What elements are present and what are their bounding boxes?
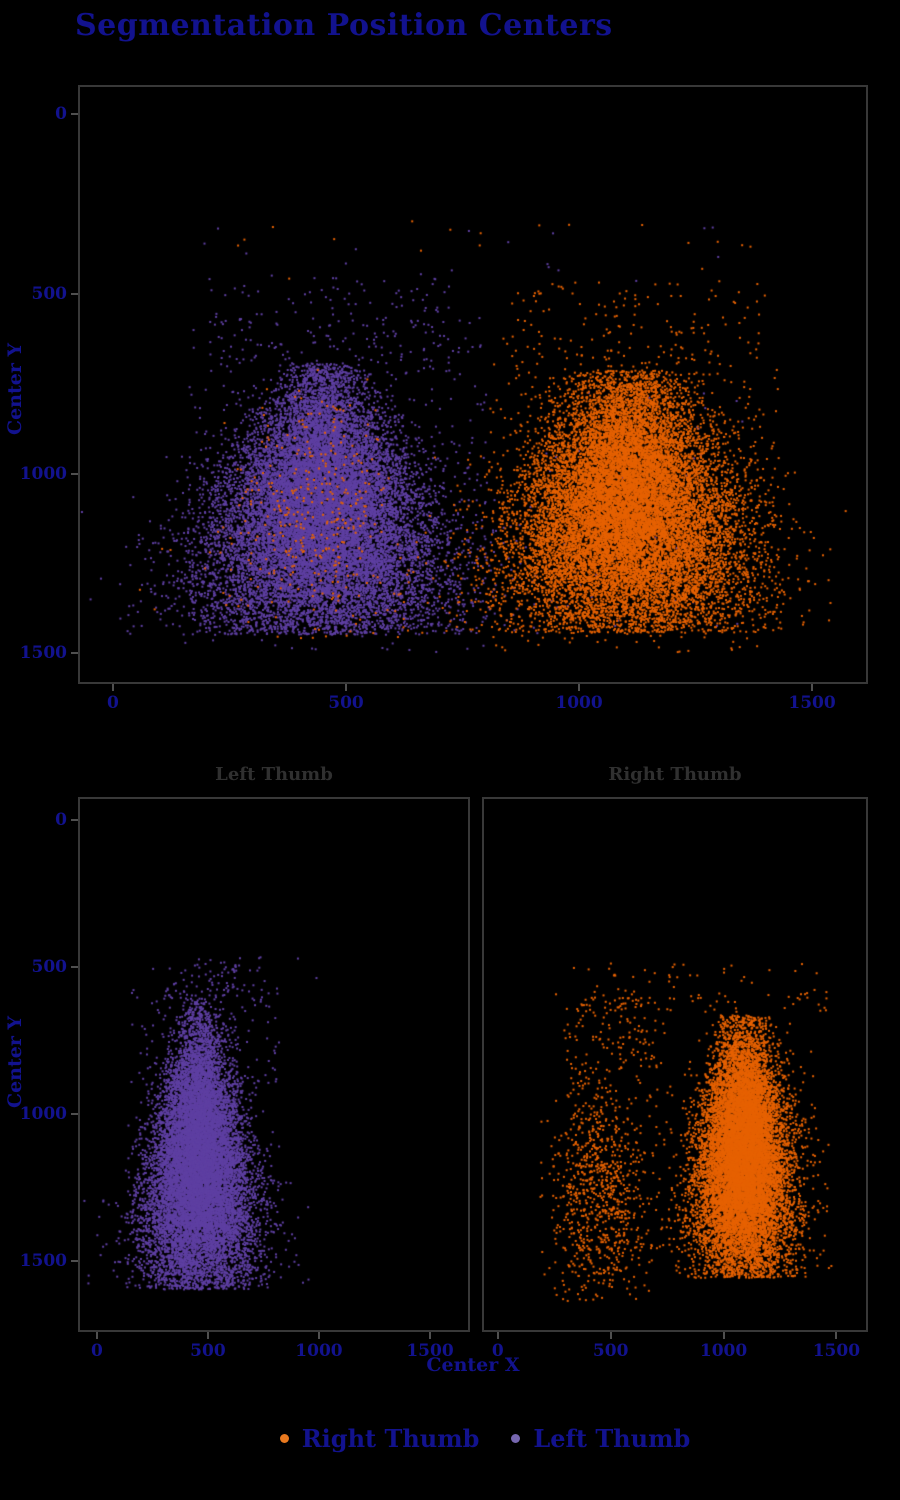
x-tick xyxy=(429,1332,432,1339)
y-tick-label: 500 xyxy=(31,956,68,977)
facet-title-right-thumb: Right Thumb xyxy=(608,764,742,785)
legend: Right Thumb Left Thumb xyxy=(0,1424,900,1453)
x-tick-label: 500 xyxy=(190,1341,226,1361)
x-tick-label: 1000 xyxy=(295,1341,343,1361)
x-tick-label: 1000 xyxy=(555,693,603,713)
y-tick-label: 0 xyxy=(55,809,67,830)
x-axis-label: Center X xyxy=(426,1354,520,1376)
x-tick xyxy=(609,1332,612,1339)
legend-item-left-thumb: Left Thumb xyxy=(511,1424,690,1453)
y-axis-label-top: Center Y xyxy=(4,342,26,436)
legend-item-right-thumb: Right Thumb xyxy=(279,1424,480,1453)
x-tick-label: 0 xyxy=(491,1341,504,1361)
y-tick xyxy=(71,965,78,968)
y-tick xyxy=(71,1112,78,1115)
combined-plot-area xyxy=(78,85,868,684)
x-tick xyxy=(206,1332,209,1339)
y-tick-label: 1000 xyxy=(19,463,67,484)
x-tick-label: 500 xyxy=(328,693,364,713)
y-tick xyxy=(71,1259,78,1262)
x-tick xyxy=(111,684,114,691)
y-tick xyxy=(71,112,78,115)
x-tick xyxy=(95,1332,98,1339)
facet-left-plot-area xyxy=(78,797,470,1332)
y-tick-label: 500 xyxy=(31,283,68,304)
x-tick-label: 1500 xyxy=(788,693,836,713)
x-tick-label: 1500 xyxy=(406,1341,454,1361)
legend-marker-right-thumb xyxy=(279,1434,289,1443)
y-axis-label-bottom: Center Y xyxy=(4,1015,26,1109)
x-tick-label: 0 xyxy=(90,1341,103,1361)
y-tick xyxy=(71,292,78,295)
legend-label-right-thumb: Right Thumb xyxy=(301,1424,480,1453)
facet-left-scatter-canvas xyxy=(80,799,468,1330)
facet-right-plot-area xyxy=(482,797,868,1332)
x-tick xyxy=(811,684,814,691)
x-tick xyxy=(578,684,581,691)
x-tick-label: 0 xyxy=(107,693,119,713)
x-tick-label: 1000 xyxy=(699,1341,748,1361)
x-tick xyxy=(496,1332,499,1339)
y-tick xyxy=(71,818,78,821)
y-tick-label: 1500 xyxy=(19,643,67,664)
legend-label-left-thumb: Left Thumb xyxy=(533,1424,691,1453)
x-tick-label: 1500 xyxy=(812,1341,861,1361)
y-tick-label: 1000 xyxy=(19,1103,67,1124)
chart-title: Segmentation Position Centers xyxy=(75,8,613,43)
x-tick-label: 500 xyxy=(592,1341,629,1361)
y-tick-label: 1500 xyxy=(19,1250,67,1271)
y-tick xyxy=(71,652,78,655)
y-tick xyxy=(71,472,78,475)
x-tick xyxy=(835,1332,838,1339)
combined-scatter-canvas xyxy=(80,87,866,682)
facet-title-left-thumb: Left Thumb xyxy=(215,764,333,785)
x-tick xyxy=(722,1332,725,1339)
x-tick xyxy=(344,684,347,691)
legend-marker-left-thumb xyxy=(511,1434,521,1443)
y-tick-label: 0 xyxy=(55,103,67,124)
facet-right-scatter-canvas xyxy=(484,799,866,1330)
x-tick xyxy=(317,1332,320,1339)
